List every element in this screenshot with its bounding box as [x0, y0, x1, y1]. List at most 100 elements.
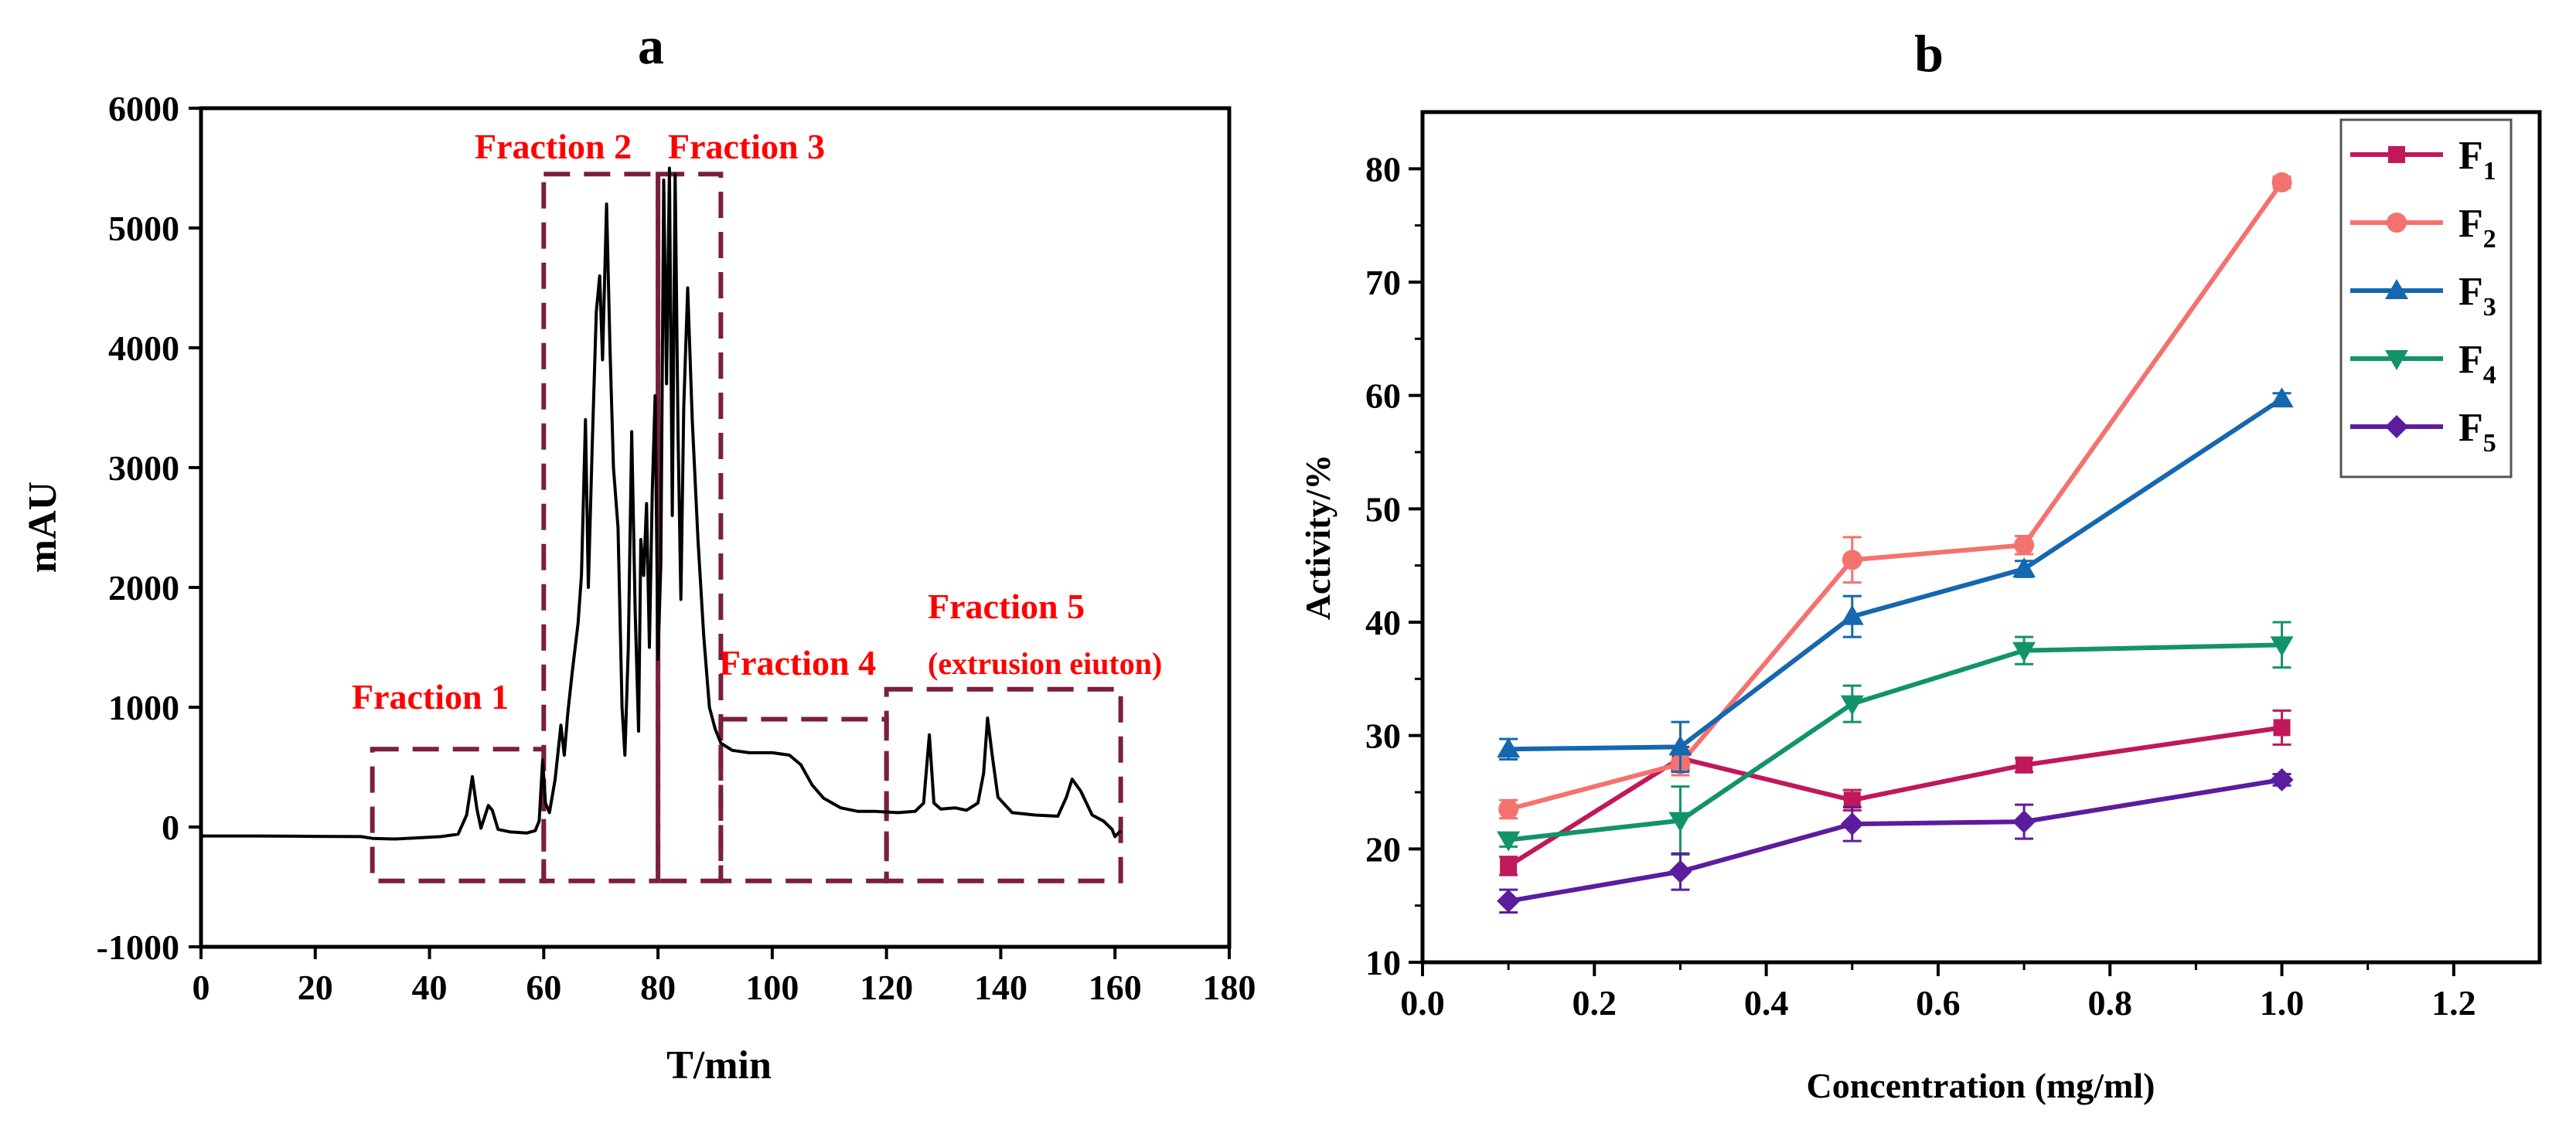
- series-F4: [1497, 621, 2294, 856]
- y-tick-label: 60: [1365, 376, 1401, 416]
- x-tick-label: 1.0: [2260, 983, 2305, 1023]
- legend-item-F1: F1: [2350, 134, 2496, 185]
- data-point-circle: [2014, 535, 2035, 556]
- x-tick-label: 20: [298, 968, 333, 1007]
- y-tick-label: 2000: [108, 568, 179, 608]
- data-point-triangle-down: [2385, 350, 2408, 370]
- chromatogram-trace: [201, 166, 1123, 841]
- panel-b: b 0.0 0.2 0.4 0.6 0.8 1.0 1.21020304050607080 …: [1298, 24, 2542, 1105]
- legend-subscript: 4: [2483, 361, 2496, 390]
- data-point-diamond: [1668, 859, 1692, 883]
- series-F2: [1498, 172, 2292, 820]
- legend-subscript: 2: [2483, 225, 2496, 254]
- fraction-2-label: Fraction 2: [475, 127, 632, 166]
- x-tick-label: 60: [526, 968, 561, 1007]
- data-point-circle: [1498, 799, 1519, 819]
- y-tick-label: 20: [1365, 829, 1401, 869]
- x-tick-label: 1.2: [2431, 983, 2476, 1023]
- y-tick-label: 6000: [108, 89, 179, 128]
- series-line: [1508, 181, 2284, 812]
- panel-b-y-label: Activity/%: [1298, 454, 1337, 621]
- data-point-diamond: [1497, 889, 1521, 913]
- data-point-triangle-up: [1668, 735, 1692, 756]
- legend-subscript: 5: [2483, 429, 2496, 458]
- data-point-triangle-down: [1668, 812, 1692, 832]
- y-tick-label: 5000: [108, 209, 179, 248]
- panel-a-y-label: mAU: [21, 482, 65, 573]
- legend-subscript: 1: [2483, 157, 2496, 185]
- y-tick-label: 3000: [108, 448, 179, 488]
- data-point-triangle-down: [1497, 831, 1521, 852]
- x-tick-label: 180: [1203, 968, 1256, 1007]
- data-point-triangle-up: [2385, 279, 2408, 299]
- data-point-triangle-down: [1840, 695, 1864, 716]
- panel-b-series: [1497, 172, 2294, 914]
- panel-b-plot-frame: [1420, 110, 2542, 965]
- y-tick-label: 1000: [108, 688, 179, 727]
- series-F3: [1497, 387, 2294, 774]
- data-point-triangle-up: [1497, 737, 1521, 758]
- data-point-square: [2388, 146, 2405, 163]
- x-tick-label: 140: [974, 968, 1027, 1007]
- fraction-box: [718, 716, 889, 883]
- data-point-diamond: [2385, 415, 2408, 438]
- fraction-1-label: Fraction 1: [352, 677, 509, 716]
- data-point-triangle-down: [2012, 642, 2036, 662]
- x-tick-label: 80: [640, 968, 676, 1007]
- x-tick-label: 100: [745, 968, 799, 1007]
- data-point-square: [2015, 756, 2033, 774]
- data-point-circle: [2271, 172, 2292, 192]
- fraction-4-label: Fraction 4: [719, 643, 876, 682]
- x-tick-label: 160: [1089, 968, 1142, 1007]
- fraction-5-sublabel: (extrusion eiuton): [928, 646, 1162, 681]
- x-tick-label: 40: [412, 968, 448, 1007]
- y-tick-label: 4000: [108, 328, 179, 368]
- panel-a-plot-frame: [199, 106, 1232, 949]
- data-point-square: [1843, 791, 1861, 809]
- y-tick-label: 40: [1365, 603, 1401, 642]
- panel-b-label: b: [1914, 24, 1944, 83]
- y-tick-label: -1000: [97, 927, 179, 967]
- panel-a-label: a: [638, 16, 664, 75]
- panel-a-x-label: T/min: [666, 1043, 772, 1087]
- y-tick-label: 70: [1365, 263, 1401, 302]
- data-point-triangle-up: [2012, 557, 2036, 578]
- series-line: [1508, 777, 2283, 904]
- fraction-box: [370, 747, 547, 883]
- fraction-5-label: Fraction 5: [928, 587, 1085, 626]
- series-F5: [1497, 768, 2294, 914]
- data-point-diamond: [2270, 768, 2294, 791]
- data-point-triangle-up: [1840, 604, 1864, 625]
- y-tick-label: 30: [1365, 716, 1401, 756]
- x-tick-label: 0.2: [1573, 983, 1617, 1023]
- fraction-labels: Fraction 1 Fraction 2 Fraction 3 Fractio…: [352, 127, 1162, 716]
- panel-a: a 0 20 40 60 80 100 120 140 160 180 -1000 0 1000 2000…: [21, 16, 1256, 1087]
- fraction-box: [884, 686, 1123, 883]
- x-tick-label: 0: [193, 968, 210, 1007]
- series-line: [1508, 397, 2284, 752]
- x-tick-label: 0.6: [1916, 983, 1961, 1023]
- y-tick-label: 80: [1365, 149, 1401, 189]
- data-point-diamond: [1840, 812, 1864, 836]
- fraction-3-label: Fraction 3: [668, 127, 825, 166]
- data-point-triangle-up: [2270, 387, 2294, 408]
- x-tick-label: 0.0: [1400, 983, 1445, 1023]
- data-point-diamond: [2012, 810, 2036, 834]
- series-F1: [1499, 709, 2291, 876]
- data-point-square: [1500, 857, 1518, 875]
- data-point-circle: [1842, 550, 1862, 570]
- y-tick-label: 50: [1365, 489, 1401, 529]
- y-tick-label: 0: [162, 808, 179, 847]
- y-tick-label: 10: [1365, 943, 1401, 982]
- legend-subscript: 3: [2483, 293, 2496, 322]
- x-tick-label: 0.8: [2087, 983, 2132, 1023]
- legend-frame: [2339, 118, 2513, 478]
- panel-a-ticks: 0 20 40 60 80 100 120 140 160 180 -1000 0 1000 2000 30…: [97, 89, 1256, 1007]
- data-point-square: [2273, 719, 2291, 737]
- x-tick-label: 120: [860, 968, 913, 1007]
- data-point-triangle-down: [2270, 636, 2294, 657]
- panel-b-x-label: Concentration (mg/ml): [1807, 1066, 2155, 1105]
- panel-b-ticks: 0.0 0.2 0.4 0.6 0.8 1.0 1.2 10 20 30 40 50 60 70 80: [1365, 149, 2476, 1023]
